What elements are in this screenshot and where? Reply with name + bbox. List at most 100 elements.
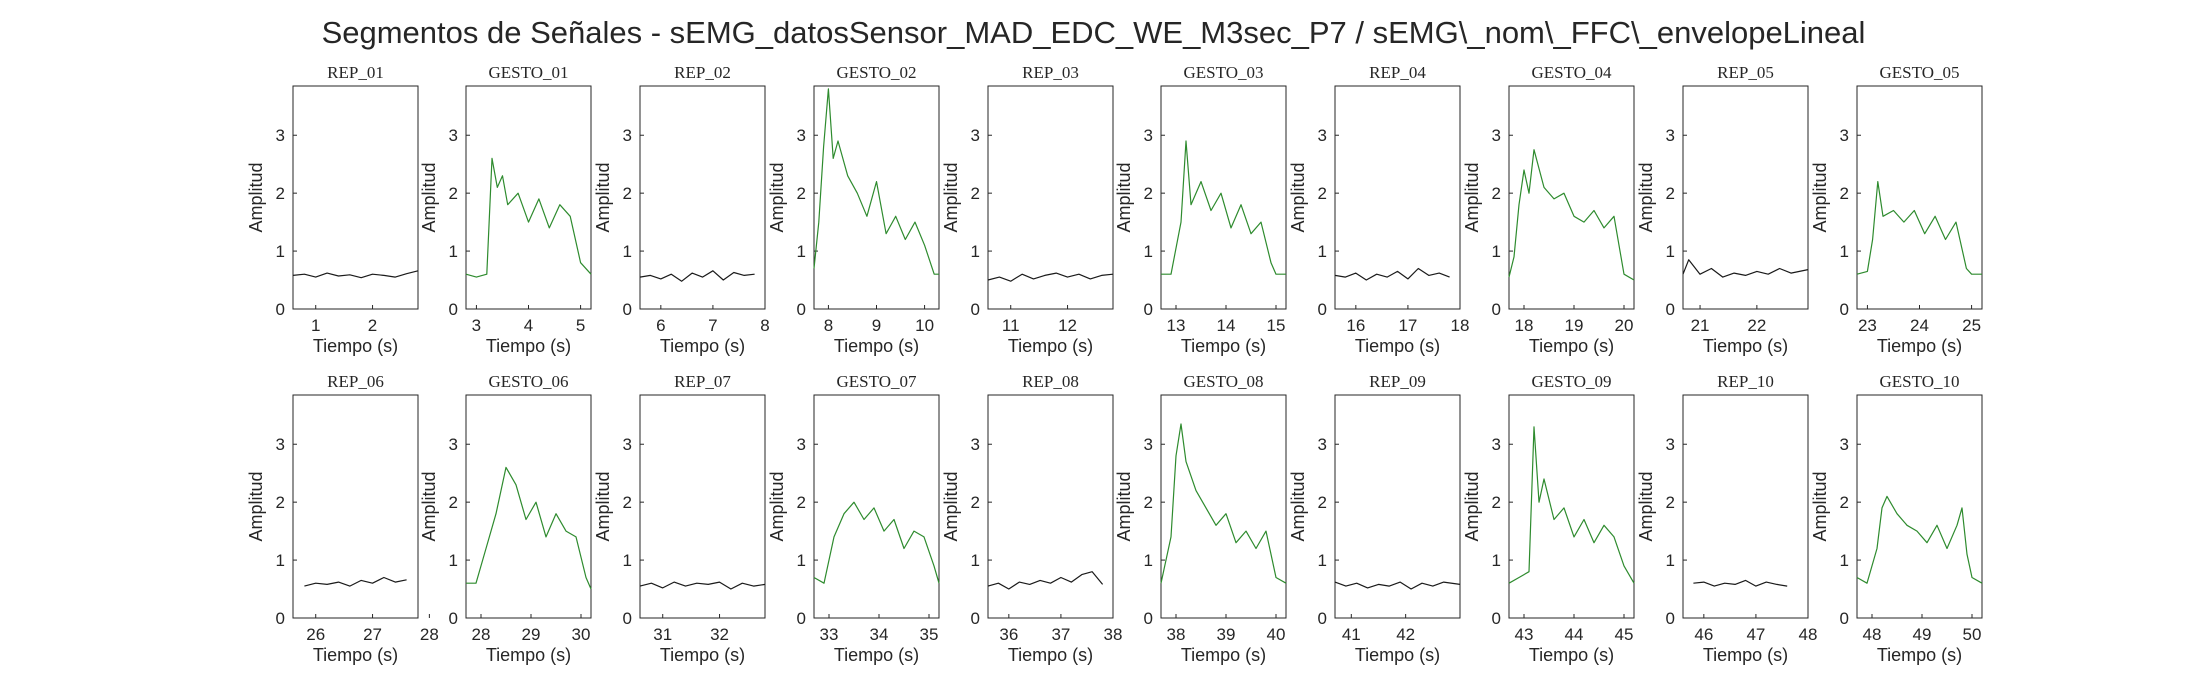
y-tick-label: 2 <box>276 493 285 512</box>
y-axis-label: Amplitud <box>593 471 613 541</box>
y-tick-label: 1 <box>1492 242 1501 261</box>
signal-line <box>987 272 1114 282</box>
y-tick-label: 0 <box>1318 300 1327 319</box>
x-tick-label: 13 <box>1167 316 1186 335</box>
y-tick-label: 3 <box>276 435 285 454</box>
x-axis-label: Tiempo (s) <box>660 645 745 665</box>
y-tick-label: 2 <box>971 184 980 203</box>
y-tick-label: 2 <box>971 493 980 512</box>
y-tick-label: 2 <box>797 493 806 512</box>
subplot-title: GESTO_05 <box>1880 63 1960 82</box>
x-tick-label: 18 <box>1451 316 1470 335</box>
y-axis-label: Amplitud <box>941 162 961 232</box>
y-tick-label: 3 <box>1666 435 1675 454</box>
x-tick-label: 24 <box>1910 316 1929 335</box>
y-tick-label: 1 <box>971 551 980 570</box>
x-tick-label: 35 <box>920 625 939 644</box>
x-tick-label: 42 <box>1396 625 1415 644</box>
y-tick-label: 1 <box>276 551 285 570</box>
y-tick-label: 3 <box>971 435 980 454</box>
signal-line <box>1693 579 1788 587</box>
y-axis-label: Amplitud <box>246 471 266 541</box>
y-axis-label: Amplitud <box>1636 471 1656 541</box>
y-tick-label: 0 <box>1492 300 1501 319</box>
signal-line <box>1334 581 1461 590</box>
subplot: 6 7 8 0 1 2 3 REP_02 Tiempo (s) Amplitud <box>593 63 770 356</box>
signal-line <box>1334 267 1450 281</box>
x-axis-label: Tiempo (s) <box>1877 336 1962 356</box>
y-tick-label: 0 <box>1666 609 1675 628</box>
subplot: 13 14 15 0 1 2 3 GESTO_03 Tiempo (s) Amplitud <box>1114 63 1287 356</box>
y-tick-label: 1 <box>1318 242 1327 261</box>
x-axis-label: Tiempo (s) <box>1877 645 1962 665</box>
y-tick-label: 2 <box>1318 493 1327 512</box>
x-tick-label: 10 <box>915 316 934 335</box>
x-tick-label: 47 <box>1746 625 1765 644</box>
signal-line <box>813 501 940 584</box>
y-tick-label: 3 <box>449 435 458 454</box>
y-tick-label: 3 <box>623 126 632 145</box>
x-axis-label: Tiempo (s) <box>1703 645 1788 665</box>
y-tick-label: 2 <box>1492 493 1501 512</box>
x-tick-label: 36 <box>999 625 1018 644</box>
y-axis-label: Amplitud <box>941 471 961 541</box>
y-tick-label: 1 <box>1144 551 1153 570</box>
x-tick-label: 5 <box>576 316 585 335</box>
y-axis-label: Amplitud <box>1114 162 1134 232</box>
axes-box <box>813 85 940 310</box>
signal-line <box>292 270 419 279</box>
subplot: 36 37 38 0 1 2 3 REP_08 Tiempo (s) Amplitud <box>941 372 1122 665</box>
x-tick-label: 15 <box>1267 316 1286 335</box>
y-tick-label: 2 <box>1666 184 1675 203</box>
y-axis-label: Amplitud <box>1462 471 1482 541</box>
subplot-title: REP_07 <box>674 372 731 391</box>
x-tick-label: 22 <box>1747 316 1766 335</box>
y-tick-label: 2 <box>449 493 458 512</box>
y-tick-label: 1 <box>1492 551 1501 570</box>
axes-box <box>1334 85 1461 310</box>
signal-line <box>465 157 592 278</box>
y-tick-label: 1 <box>449 242 458 261</box>
y-tick-label: 3 <box>449 126 458 145</box>
y-tick-label: 1 <box>1840 551 1849 570</box>
x-tick-label: 39 <box>1217 625 1236 644</box>
y-tick-label: 3 <box>1318 435 1327 454</box>
x-tick-label: 8 <box>760 316 769 335</box>
x-axis-label: Tiempo (s) <box>1355 645 1440 665</box>
signal-line <box>1856 495 1983 584</box>
y-tick-label: 3 <box>1492 435 1501 454</box>
subplot: 48 49 50 0 1 2 3 GESTO_10 Tiempo (s) Amplitud <box>1810 372 1983 665</box>
y-axis-label: Amplitud <box>1288 162 1308 232</box>
x-tick-label: 43 <box>1515 625 1534 644</box>
subplot: 31 32 0 1 2 3 REP_07 Tiempo (s) Amplitud <box>593 372 766 665</box>
x-axis-label: Tiempo (s) <box>1181 336 1266 356</box>
axes-box <box>1508 394 1635 619</box>
y-tick-label: 1 <box>797 242 806 261</box>
subplot-title: REP_05 <box>1717 63 1774 82</box>
axes-box <box>1682 394 1809 619</box>
y-tick-label: 1 <box>623 551 632 570</box>
y-tick-label: 1 <box>1144 242 1153 261</box>
x-tick-label: 21 <box>1691 316 1710 335</box>
subplot: 43 44 45 0 1 2 3 GESTO_09 Tiempo (s) Amplitud <box>1462 372 1635 665</box>
x-tick-label: 50 <box>1963 625 1982 644</box>
y-tick-label: 0 <box>971 300 980 319</box>
y-axis-label: Amplitud <box>593 162 613 232</box>
x-tick-label: 9 <box>872 316 881 335</box>
subplot-title: GESTO_01 <box>489 63 569 82</box>
subplot: 3 4 5 0 1 2 3 GESTO_01 Tiempo (s) Amplitud <box>419 63 592 356</box>
y-tick-label: 3 <box>1840 126 1849 145</box>
x-axis-label: Tiempo (s) <box>834 645 919 665</box>
y-tick-label: 0 <box>276 300 285 319</box>
subplot: 26 27 28 0 1 2 3 REP_06 Tiempo (s) Amplitud <box>246 372 439 665</box>
y-tick-label: 1 <box>1318 551 1327 570</box>
y-tick-label: 2 <box>1318 184 1327 203</box>
signal-line <box>1508 426 1635 584</box>
x-tick-label: 6 <box>656 316 665 335</box>
subplot-title: GESTO_07 <box>837 372 917 391</box>
subplot-title: REP_04 <box>1369 63 1426 82</box>
x-tick-label: 30 <box>572 625 591 644</box>
